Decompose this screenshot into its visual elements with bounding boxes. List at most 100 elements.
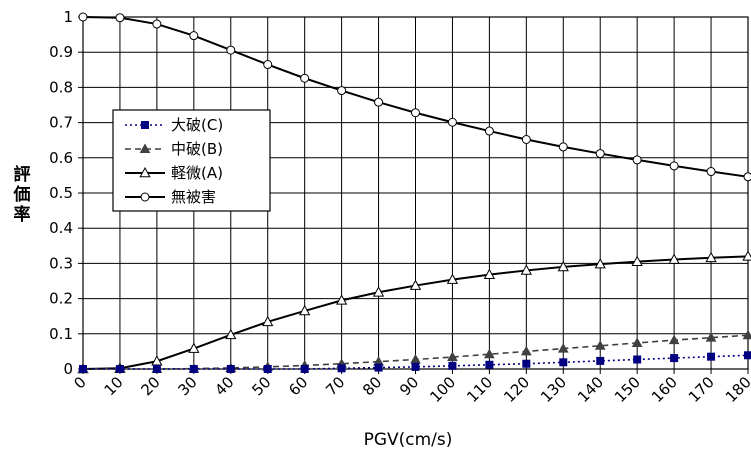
legend: 大破(C) 中破(B) 軽微(A) 無被害 — [112, 109, 271, 212]
marker-triangle-open — [557, 260, 569, 272]
marker-circle-open — [669, 161, 679, 171]
legend-item: 軽微(A) — [125, 164, 223, 182]
marker-square — [226, 365, 235, 373]
legend-item: 無被害 — [125, 188, 216, 206]
legend-label: 軽微(A) — [171, 164, 223, 182]
marker-triangle-open — [188, 342, 200, 353]
marker-triangle-open — [335, 294, 348, 305]
x-tick-label: 130 — [537, 373, 570, 406]
marker-square — [79, 365, 87, 373]
legend-box — [112, 109, 271, 212]
series-無被害 — [78, 12, 751, 182]
marker-triangle-open — [446, 273, 459, 284]
marker-square — [300, 365, 309, 373]
marker-square — [670, 354, 679, 363]
x-tick-label: 30 — [174, 373, 200, 399]
marker-square — [633, 355, 642, 364]
marker-triangle-open — [262, 315, 274, 327]
marker-triangle-open — [520, 264, 532, 275]
x-tick-label: 140 — [574, 373, 607, 406]
marker-triangle — [520, 345, 532, 356]
marker-triangle-open — [668, 253, 680, 264]
marker-triangle — [705, 332, 717, 342]
marker-square — [115, 365, 124, 373]
marker-triangle-open — [299, 304, 311, 316]
marker-triangle-open — [631, 255, 643, 266]
x-tick-label: 110 — [463, 373, 496, 406]
marker-square — [141, 121, 149, 129]
legend-item: 中破(B) — [125, 140, 223, 158]
marker-triangle-open — [409, 279, 422, 290]
marker-circle-open — [337, 86, 347, 96]
marker-square — [448, 361, 457, 370]
series-軽微(A) — [77, 250, 751, 374]
marker-triangle — [447, 351, 458, 362]
marker-circle-open — [263, 60, 273, 70]
legend-label: 大破(C) — [171, 116, 223, 134]
marker-square — [337, 364, 346, 373]
legend-item: 大破(C) — [125, 116, 223, 134]
y-tick-label: 0.8 — [49, 78, 73, 96]
marker-circle-open — [226, 45, 236, 55]
x-tick-label: 170 — [685, 373, 718, 406]
marker-square — [374, 363, 383, 372]
x-tick-label: 150 — [611, 373, 644, 406]
marker-circle-open — [521, 134, 531, 144]
y-tick-labels: 0 0.1 0.2 0.3 0.4 0.5 0.6 0.7 0.8 0.9 1 — [49, 8, 73, 378]
marker-circle-open — [115, 13, 125, 23]
y-axis-label-char: 評 — [14, 164, 31, 185]
series-大破(C) — [79, 351, 751, 373]
y-tick-label: 0.6 — [49, 149, 73, 167]
marker-square — [152, 365, 161, 373]
marker-circle-open — [595, 149, 605, 159]
marker-triangle — [484, 348, 495, 359]
marker-circle-open — [140, 192, 150, 202]
marker-triangle-open — [742, 250, 751, 261]
marker-square — [411, 362, 420, 371]
x-tick-label: 0 — [70, 373, 89, 392]
y-axis-label-char: 価 — [13, 184, 31, 205]
marker-circle-open — [374, 97, 384, 107]
x-tick-label: 50 — [248, 373, 274, 399]
marker-triangle-open — [705, 251, 717, 263]
marker-square — [707, 352, 716, 361]
y-tick-label: 0.9 — [49, 43, 73, 61]
marker-circle-open — [558, 142, 568, 152]
x-tick-label: 160 — [648, 373, 681, 406]
y-tick-label: 0.1 — [49, 325, 73, 343]
marker-triangle — [742, 329, 751, 340]
marker-circle-open — [411, 108, 420, 118]
legend-label: 無被害 — [171, 188, 216, 206]
marker-square — [522, 359, 531, 368]
y-tick-label: 0.4 — [49, 219, 73, 237]
series-layer — [77, 12, 751, 374]
x-tick-label: 90 — [396, 373, 422, 399]
marker-triangle-open — [139, 166, 151, 178]
marker-triangle-open — [225, 328, 237, 340]
y-tick-label: 1 — [63, 8, 73, 26]
marker-triangle-open — [594, 258, 606, 269]
legend-label: 中破(B) — [171, 140, 223, 158]
marker-square — [485, 360, 494, 369]
x-tick-label: 180 — [722, 373, 751, 406]
marker-triangle — [668, 334, 680, 345]
marker-square — [189, 365, 198, 373]
x-tick-label: 40 — [211, 373, 237, 399]
x-tick-label: 120 — [500, 373, 533, 406]
y-tick-label: 0.5 — [49, 184, 73, 202]
x-tick-label: 20 — [137, 373, 163, 399]
x-tick-label: 100 — [426, 373, 459, 406]
marker-circle-open — [189, 31, 199, 41]
marker-square — [596, 356, 605, 365]
marker-triangle-open — [483, 268, 496, 279]
marker-circle-open — [78, 12, 88, 22]
y-tick-label: 0.3 — [49, 254, 73, 272]
marker-square — [263, 365, 272, 373]
x-tick-label: 80 — [359, 373, 385, 399]
marker-square — [559, 358, 568, 367]
x-tick-label: 60 — [285, 373, 311, 399]
marker-triangle — [594, 340, 606, 350]
x-axis-label: PGV(cm/s) — [364, 430, 453, 450]
y-axis-label-group: 評価率 — [13, 164, 31, 225]
